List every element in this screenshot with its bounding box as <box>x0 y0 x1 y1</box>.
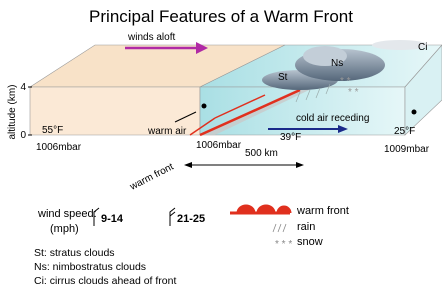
station <box>412 110 417 115</box>
station <box>202 104 207 109</box>
legend-snow: snow <box>297 236 323 248</box>
title: Principal Features of a Warm Front <box>89 7 353 26</box>
temp-front: 39°F <box>280 132 301 143</box>
svg-text:* *: * * <box>340 76 351 87</box>
temp-warm: 55°F <box>42 125 63 136</box>
warm-air-label: warm air <box>147 126 187 137</box>
ns-label: Ns <box>331 58 343 69</box>
temp-cold: 25°F <box>394 126 415 137</box>
barb-fast <box>170 208 175 226</box>
note: St: stratus clouds <box>34 247 115 259</box>
ci-label: Ci <box>418 42 427 53</box>
pressure-front: 1006mbar <box>196 140 242 151</box>
arrow-head <box>296 162 304 168</box>
winds-aloft-label: winds aloft <box>127 32 175 43</box>
pressure-left: 1006mbar <box>36 142 82 153</box>
alt-top: 4 <box>20 82 26 93</box>
mph-label: (mph) <box>50 223 79 235</box>
distance-label: 500 km <box>245 148 278 159</box>
warm-front-symbol <box>230 206 290 213</box>
st-label: St <box>278 72 288 83</box>
altitude-label: altitude (km) <box>7 84 18 139</box>
wind-speed-label: wind speed: <box>37 208 97 220</box>
note: Ns: nimbostratus clouds <box>34 261 146 273</box>
alt-bottom: 0 <box>20 130 26 141</box>
legend-warm-front: warm front <box>296 205 349 217</box>
arrow-head <box>184 162 192 168</box>
pressure-right: 1009mbar <box>384 144 430 155</box>
cold-air-label: cold air receding <box>296 113 369 124</box>
diagram: Principal Features of a Warm Front * ** … <box>0 0 442 289</box>
slow-label: 9-14 <box>101 213 124 225</box>
snow-symbol: * * * <box>275 239 292 250</box>
note: Ci: cirrus clouds ahead of front <box>34 275 176 287</box>
front-label: warm front <box>127 161 175 193</box>
svg-text:* *: * * <box>348 87 359 98</box>
fast-label: 21-25 <box>177 213 205 225</box>
rain-symbol <box>273 224 286 232</box>
legend-rain: rain <box>297 221 315 233</box>
